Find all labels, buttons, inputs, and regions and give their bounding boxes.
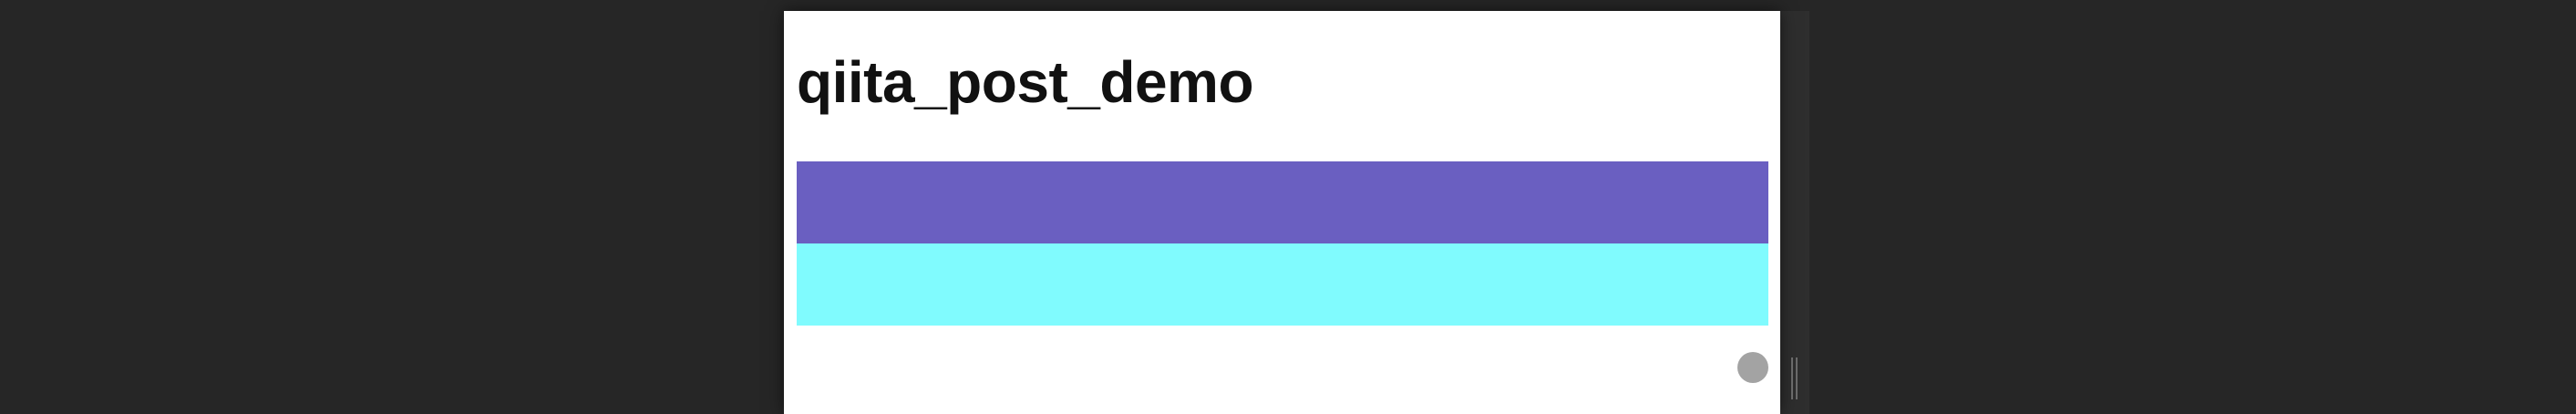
cyan-bar bbox=[797, 243, 1768, 326]
preview-panel: qiita_post_demo bbox=[784, 11, 1780, 414]
page-title: qiita_post_demo bbox=[797, 49, 1254, 115]
resize-handle-icon[interactable] bbox=[1790, 357, 1799, 399]
grip-line-right bbox=[1796, 357, 1798, 399]
purple-bar bbox=[797, 161, 1768, 243]
grip-line-left bbox=[1791, 357, 1793, 399]
circle-button-icon[interactable] bbox=[1737, 352, 1768, 383]
panel-right-gutter bbox=[1780, 11, 1809, 414]
